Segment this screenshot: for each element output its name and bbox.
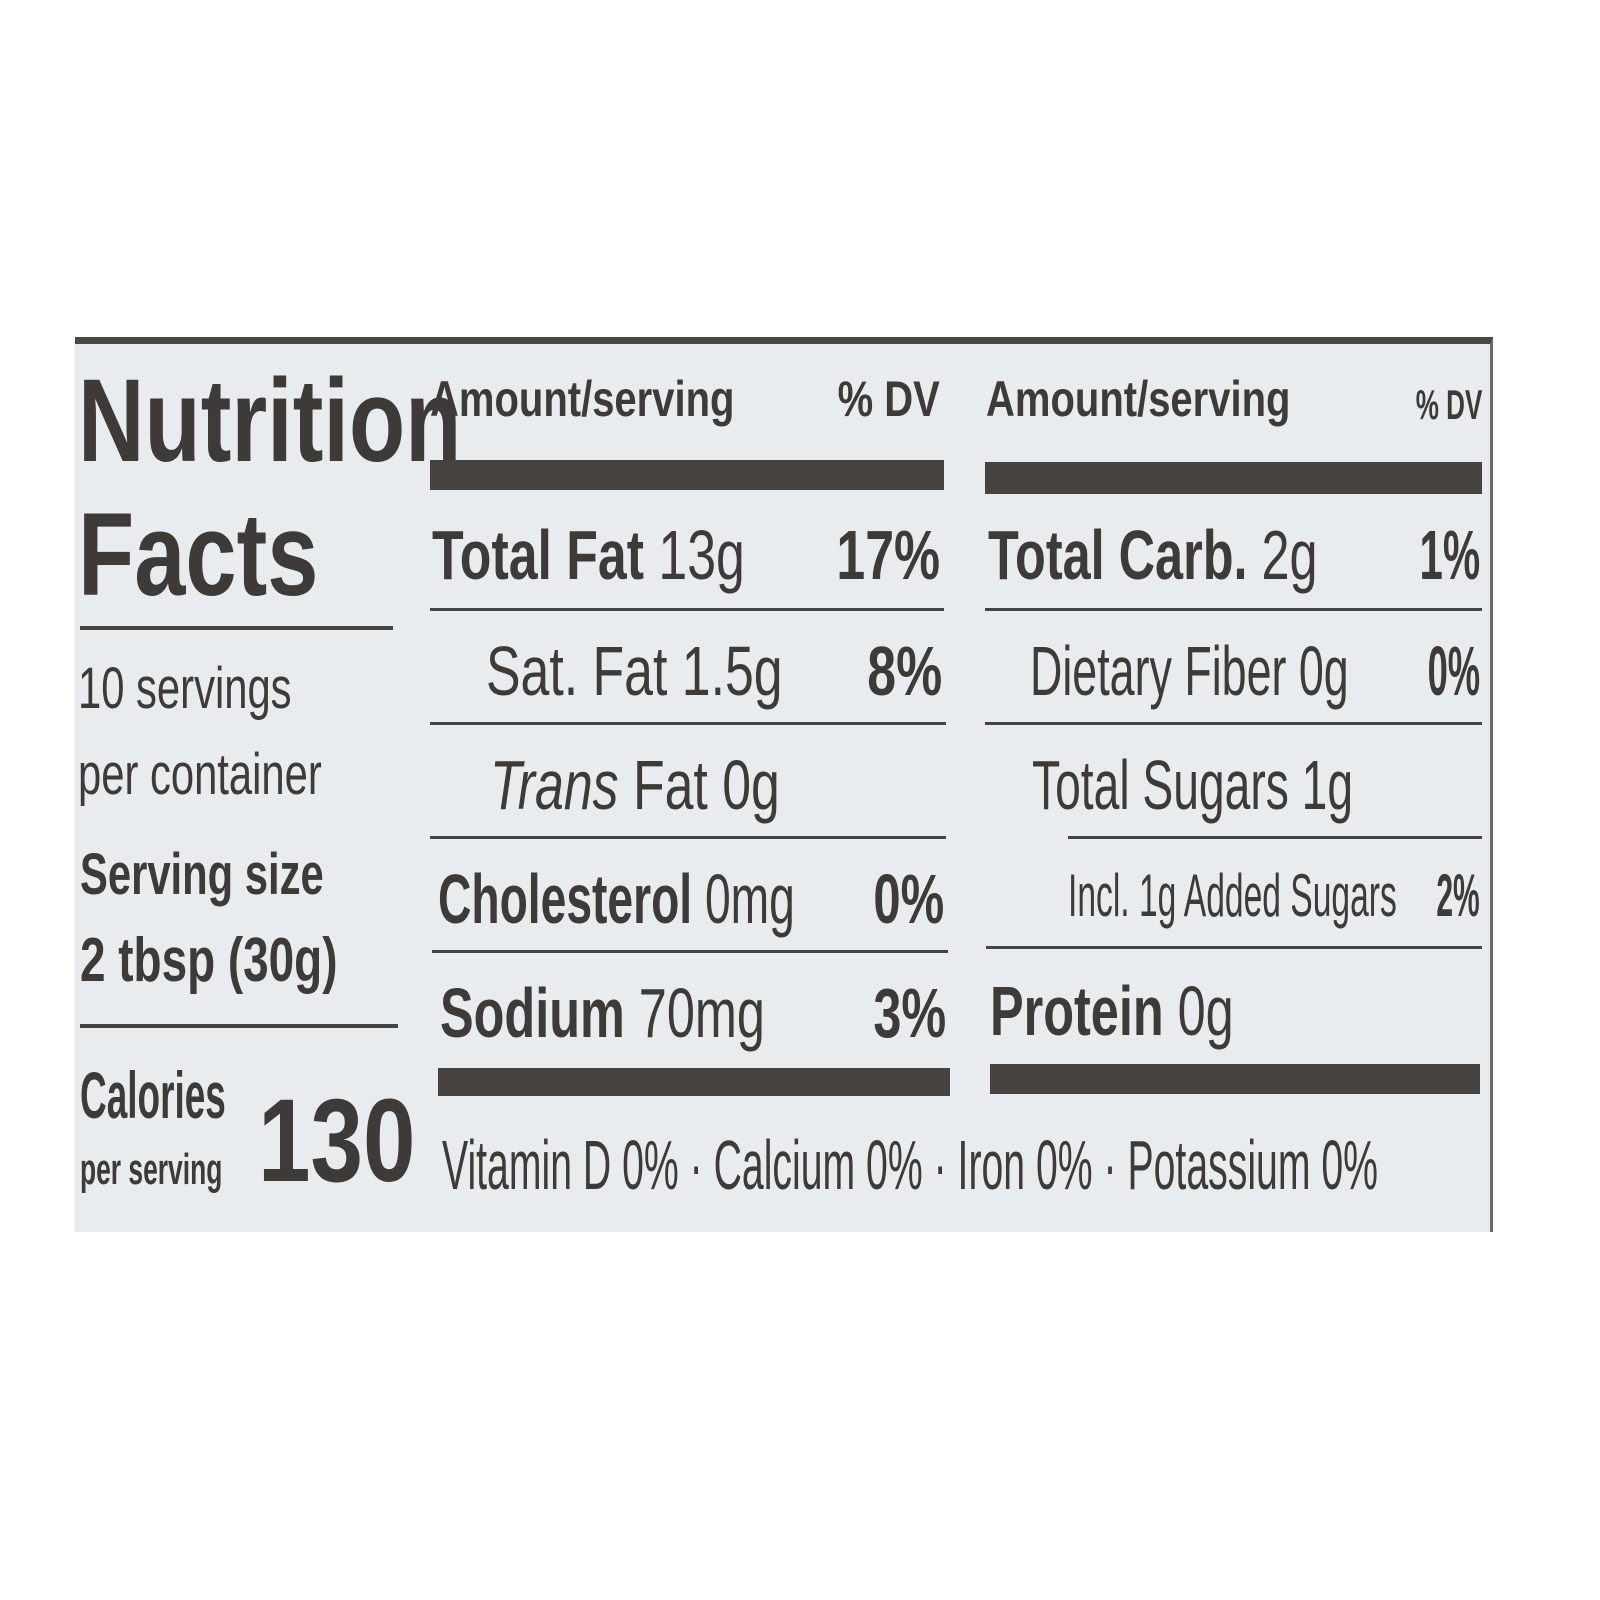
divider	[985, 722, 1482, 725]
nutrient-name: Incl. 1g Added Sugars	[1068, 862, 1397, 929]
vitamins-minerals-footer: Vitamin D 0% · Calcium 0% · Iron 0% · Po…	[442, 1126, 1379, 1204]
nutrient-dv: 3%	[873, 974, 946, 1052]
nutrient-amount: 1.5g	[681, 632, 783, 710]
divider	[985, 608, 1482, 611]
title-facts: Facts	[78, 489, 319, 621]
nutrient-name: Sat. Fat	[486, 632, 668, 710]
nutrient-dv: 0%	[1427, 632, 1480, 710]
divider	[80, 626, 393, 630]
nutrient-amount: 0g	[1298, 632, 1349, 710]
nutrient-name: Protein	[990, 972, 1164, 1050]
calories-value: 130	[258, 1075, 416, 1207]
divider	[986, 946, 1482, 949]
nutrient-name: Cholesterol	[438, 860, 693, 938]
nutrient-amount: 0g	[722, 746, 780, 824]
thick-bar	[990, 1064, 1480, 1094]
servings-per-container-2: per container	[78, 742, 322, 807]
nutrient-amount: 13g	[658, 516, 745, 594]
divider	[430, 722, 946, 725]
thick-bar	[985, 462, 1482, 494]
nutrient-amount: 1g	[1301, 746, 1354, 824]
thick-bar	[430, 460, 944, 490]
nutrient-name-rest: Fat	[632, 746, 708, 824]
nutrient-amount: 0mg	[704, 860, 795, 938]
title-nutrition: Nutrition	[78, 355, 462, 487]
nutrient-name: Total Sugars	[1032, 746, 1289, 824]
nutrient-dv: 0%	[873, 860, 944, 938]
divider	[430, 608, 944, 611]
nutrient-dv: 1%	[1419, 516, 1480, 594]
nutrient-name: Total Fat	[432, 516, 644, 594]
header-amount-right: Amount/serving	[986, 371, 1291, 427]
header-dv: % DV	[837, 371, 940, 427]
servings-per-container: 10 servings	[78, 656, 292, 721]
nutrient-dv: 17%	[836, 516, 940, 594]
divider	[430, 836, 946, 839]
calories-label: Calories	[80, 1058, 226, 1132]
nutrient-amount: 2g	[1261, 516, 1318, 594]
nutrient-amount: 0g	[1177, 972, 1234, 1050]
nutrient-name: Total Carb.	[988, 516, 1248, 594]
divider	[432, 950, 948, 953]
calories-sub: per serving	[80, 1145, 223, 1194]
header-dv-right: % DV	[1415, 381, 1482, 428]
header-amount: Amount/serving	[430, 371, 735, 427]
nutrient-name: Dietary Fiber	[1030, 632, 1287, 710]
nutrient-name: Sodium	[440, 974, 625, 1052]
nutrient-amount: 70mg	[638, 974, 765, 1052]
thick-bar	[438, 1068, 950, 1096]
nutrient-name: Trans	[490, 746, 619, 824]
nutrient-dv: 2%	[1436, 862, 1480, 929]
divider	[80, 1024, 398, 1028]
divider	[1068, 836, 1482, 839]
serving-size-value: 2 tbsp (30g)	[80, 926, 338, 995]
nutrient-dv: 8%	[867, 632, 942, 710]
serving-size-label: Serving size	[80, 842, 324, 907]
